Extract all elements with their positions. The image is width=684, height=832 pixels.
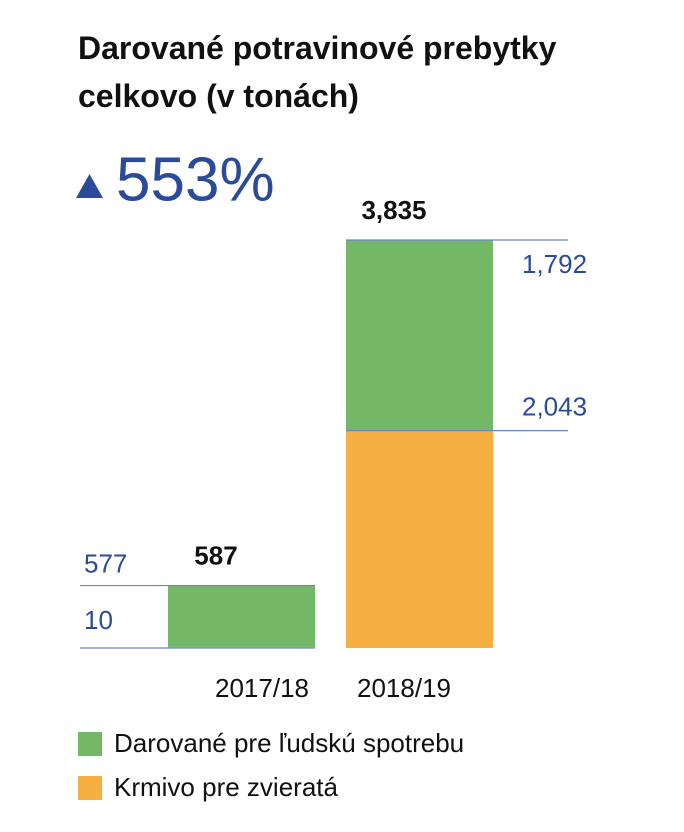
total-label: 587 <box>194 540 237 570</box>
legend-swatch <box>78 732 102 756</box>
segment-label: 1,792 <box>522 249 587 279</box>
bar-segment <box>346 430 493 648</box>
bar-segment <box>346 240 493 431</box>
up-arrow <box>76 174 103 198</box>
total-label: 3,835 <box>361 195 426 225</box>
segment-label: 577 <box>84 548 127 578</box>
bar-segment <box>168 585 315 647</box>
legend-label: Krmivo pre zvieratá <box>114 772 338 802</box>
legend-label: Darované pre ľudskú spotrebu <box>114 728 464 758</box>
x-tick-label: 2018/19 <box>357 673 451 703</box>
segment-label: 2,043 <box>522 392 587 422</box>
segment-label: 10 <box>84 605 113 635</box>
x-tick-label: 2017/18 <box>215 673 309 703</box>
legend-swatch <box>78 776 102 800</box>
change-annotation: 553% <box>116 145 275 214</box>
chart-title: Darované potravinové prebytky celkovo (v… <box>78 30 557 114</box>
